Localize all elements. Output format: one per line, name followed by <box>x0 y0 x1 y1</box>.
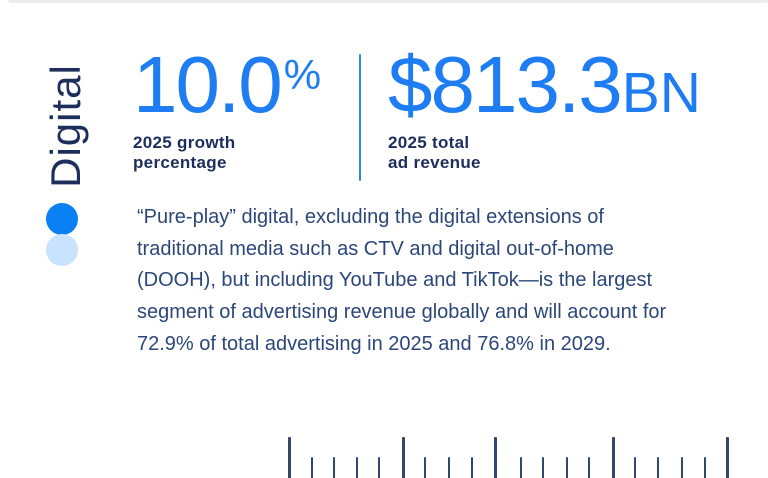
stat-growth-percent-sign: % <box>283 51 322 98</box>
ruler-tick-short <box>424 457 426 478</box>
ruler-tick-tall <box>493 437 497 478</box>
category-dot-primary <box>46 203 78 235</box>
ruler-tick-short <box>378 457 380 478</box>
ruler-tick-short <box>333 457 335 478</box>
stat-revenue-label: 2025 total ad revenue <box>388 133 481 172</box>
ruler-tick-short <box>520 457 522 478</box>
ruler-tick-tall <box>401 437 405 478</box>
ruler-tick-short <box>356 457 358 478</box>
ruler-tick-short <box>542 457 544 478</box>
category-dot-secondary <box>46 234 78 266</box>
ruler-tick-short <box>588 457 590 478</box>
ruler-tick-tall <box>611 437 615 478</box>
ruler-tick-short <box>448 457 450 478</box>
ruler-tick-short <box>566 457 568 478</box>
ruler-tick-short <box>704 457 706 478</box>
stat-revenue: $813.3BN 2025 total ad revenue <box>388 45 701 173</box>
ruler-tick-tall <box>287 437 291 478</box>
stat-growth-number: 10.0 <box>133 40 283 129</box>
ruler-tick-short <box>657 457 659 478</box>
stat-revenue-unit: BN <box>621 61 701 125</box>
top-edge-rule <box>8 0 768 3</box>
stat-revenue-value: $813.3BN <box>388 45 701 125</box>
ruler-tick-short <box>471 457 473 478</box>
ruler-tick-tall <box>725 437 729 478</box>
stat-growth: 10.0% 2025 growth percentage <box>133 45 321 173</box>
stat-growth-value: 10.0% <box>133 45 321 125</box>
stat-revenue-number: $813.3 <box>388 40 623 129</box>
ruler-tick-short <box>681 457 683 478</box>
category-title: Digital <box>42 64 89 188</box>
stat-growth-label: 2025 growth percentage <box>133 133 236 172</box>
description-text: “Pure-play” digital, excluding the digit… <box>137 206 667 355</box>
ruler-tick-short <box>634 457 636 478</box>
ruler-tick-short <box>311 457 313 478</box>
ruler-ticks <box>0 433 768 478</box>
stat-divider <box>359 54 361 181</box>
